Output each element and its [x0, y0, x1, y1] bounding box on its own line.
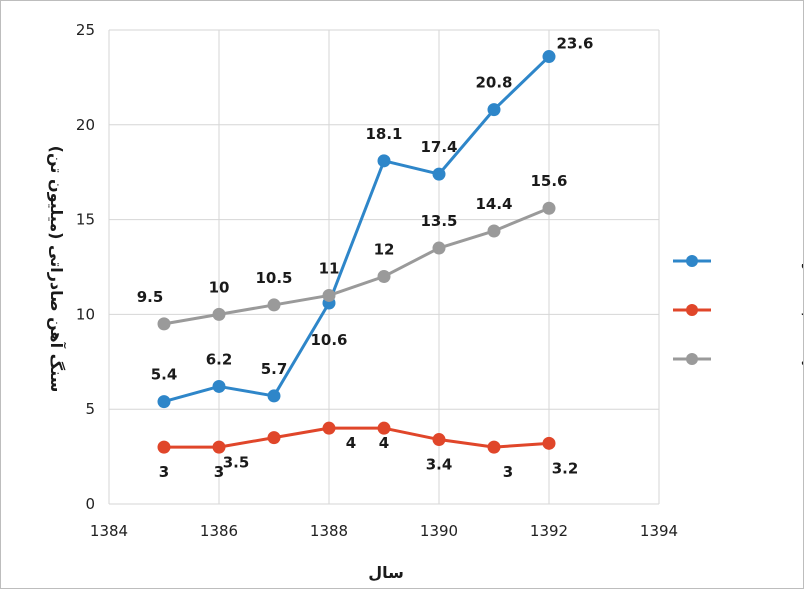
series-line-1 — [164, 426, 550, 449]
x-axis-title: سال — [368, 563, 404, 582]
y-tick-label-1: 5 — [85, 400, 95, 418]
data-label: 10.6 — [310, 331, 347, 349]
data-label: 11 — [319, 259, 340, 277]
series-0-point-1 — [212, 379, 226, 393]
data-label: 13.5 — [420, 212, 457, 230]
x-tick-label-1: 1386 — [200, 522, 238, 540]
legend-marker-2 — [686, 353, 698, 365]
series-0-point-5 — [432, 167, 446, 181]
data-label: 18.1 — [365, 125, 402, 143]
data-label: 5.7 — [261, 360, 288, 378]
y-tick-label-5: 25 — [76, 21, 95, 39]
series-1-point-6 — [487, 440, 501, 454]
y-axis-title: سنگ آهن صادراتی (میلیون تن) — [47, 146, 67, 393]
series-2-point-3 — [322, 288, 336, 302]
series-0-point-4 — [377, 154, 391, 168]
series-lines — [157, 50, 556, 454]
series-1-point-4 — [377, 421, 391, 435]
y-tick-label-3: 15 — [76, 211, 95, 229]
data-label: 4 — [346, 434, 356, 452]
series-2-point-0 — [157, 317, 171, 331]
series-1-point-1 — [212, 440, 226, 454]
series-0-point-6 — [487, 103, 501, 117]
series-1-point-5 — [432, 433, 446, 447]
data-label: 20.8 — [475, 74, 512, 92]
series-2-point-1 — [212, 307, 226, 321]
y-tick-label-2: 10 — [76, 305, 95, 323]
series-0-point-2 — [267, 389, 281, 403]
data-label: 23.6 — [556, 35, 593, 53]
legend-label-2: تولید شمش فولادی — [801, 353, 803, 368]
series-2-point-5 — [432, 241, 446, 255]
x-tick-label-3: 1390 — [420, 522, 458, 540]
legend-marker-0 — [686, 255, 698, 267]
y-tick-label-4: 20 — [76, 116, 95, 134]
series-1-point-2 — [267, 431, 281, 445]
legend-label-1: واردات شمش فولاد — [801, 304, 803, 319]
series-line-0 — [163, 55, 551, 404]
y-tick-label-0: 0 — [85, 495, 95, 513]
data-label: 14.4 — [475, 195, 512, 213]
data-labels: 5.46.25.710.618.117.420.823.63 33.54 43.4 3… — [137, 35, 594, 482]
data-label: 5.4 — [151, 366, 178, 384]
data-label: 3 — [503, 463, 513, 481]
data-label: 12 — [374, 240, 395, 258]
series-1-point-0 — [157, 440, 171, 454]
data-label: 3.4 — [426, 456, 453, 474]
series-2-point-7 — [542, 201, 556, 215]
data-label: 3 — [159, 463, 169, 481]
data-label: 9.5 — [137, 288, 164, 306]
data-label: 15.6 — [530, 172, 567, 190]
data-label: 3 — [214, 463, 224, 481]
grid-lines — [108, 29, 660, 505]
data-label: 17.4 — [420, 138, 457, 156]
x-tick-label-4: 1392 — [530, 522, 568, 540]
axis-ticks: 0 5 10 15 20 25 1384 1386 1388 1390 1392 1394 — [76, 21, 678, 540]
series-0-point-0 — [157, 395, 171, 409]
data-label: 10 — [209, 278, 230, 296]
data-label: 6.2 — [206, 350, 233, 368]
series-line-2 — [163, 206, 550, 326]
data-label: 3.5 — [223, 454, 250, 472]
data-label: 10.5 — [255, 269, 292, 287]
series-2-point-6 — [487, 224, 501, 238]
legend-label-0: صادرات سنگ آهن — [801, 253, 803, 270]
legend-marker-1 — [686, 304, 698, 316]
series-0-point-7 — [542, 50, 556, 64]
x-tick-label-5: 1394 — [640, 522, 678, 540]
data-label: 3.2 — [552, 459, 579, 477]
series-1-point-3 — [322, 421, 336, 435]
series-2-point-2 — [267, 298, 281, 312]
legend: صادرات سنگ آهن واردات شمش فولاد تولید شمش … — [673, 253, 804, 368]
x-tick-label-2: 1388 — [310, 522, 348, 540]
x-tick-label-0: 1384 — [90, 522, 128, 540]
series-2-point-4 — [377, 269, 391, 283]
series-1-point-7 — [542, 436, 556, 450]
data-label: 4 — [379, 434, 389, 452]
